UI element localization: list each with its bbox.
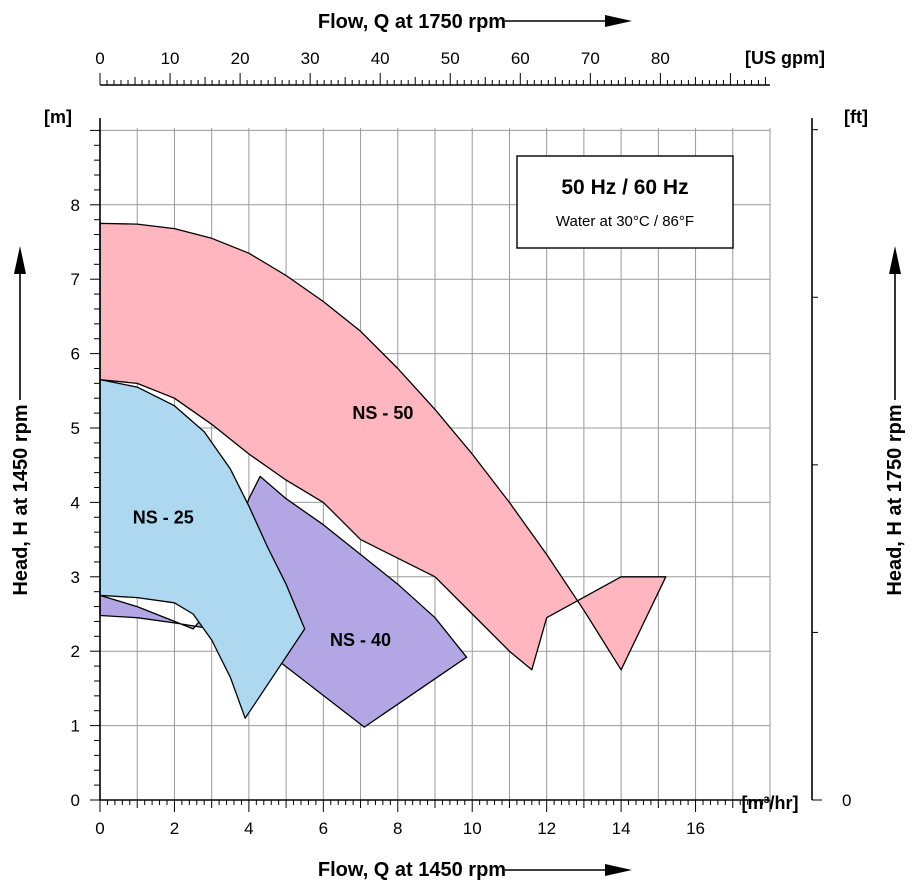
x-tick-label: 4 xyxy=(244,819,253,838)
right-axis-title: Head, H at 1750 rpm xyxy=(884,404,906,595)
left-axis-title: Head, H at 1450 rpm xyxy=(10,404,32,595)
area-ns-50 xyxy=(99,222,667,671)
info-box-title: 50 Hz / 60 Hz xyxy=(561,176,688,199)
area-ns-25 xyxy=(99,378,306,719)
y-tick-label: 7 xyxy=(71,270,80,289)
left-axis-arrow xyxy=(14,246,26,400)
series-labels: NS - 50 NS - 40 NS - 25 xyxy=(133,403,414,650)
x-tick-label: 8 xyxy=(393,819,402,838)
x2-tick-label: 50 xyxy=(441,49,460,68)
series-label: NS - 50 xyxy=(352,403,413,423)
x-tick-label: 12 xyxy=(537,819,556,838)
x-tick-label: 10 xyxy=(463,819,482,838)
y-tick-label: 2 xyxy=(71,642,80,661)
top-axis-arrow xyxy=(505,15,632,27)
top-axis-unit: [US gpm] xyxy=(745,48,825,68)
series-label: NS - 40 xyxy=(330,630,391,650)
y-tick-label: 6 xyxy=(71,345,80,364)
y-tick-label: 1 xyxy=(71,717,80,736)
x2-tick-label: 60 xyxy=(511,49,530,68)
y-tick-label: 5 xyxy=(71,419,80,438)
y2-tick-label: 0 xyxy=(842,791,851,810)
info-box: 50 Hz / 60 Hz Water at 30°C / 86°F xyxy=(516,155,734,249)
x-tick-label: 14 xyxy=(612,819,631,838)
x-tick-label: 2 xyxy=(170,819,179,838)
x2-tick-label: 40 xyxy=(371,49,390,68)
info-box-subtitle: Water at 30°C / 86°F xyxy=(556,213,694,230)
y-tick-label: 3 xyxy=(71,568,80,587)
x2-tick-label: 0 xyxy=(95,49,104,68)
bottom-axis-arrow xyxy=(505,864,632,876)
pump-areas xyxy=(99,222,667,728)
right-axis-unit: [ft] xyxy=(844,107,868,127)
x2-tick-label: 20 xyxy=(231,49,250,68)
x-tick-label: 0 xyxy=(95,819,104,838)
left-axis-unit: [m] xyxy=(44,107,72,127)
series-label: NS - 25 xyxy=(133,507,194,527)
x2-tick-label: 80 xyxy=(651,49,670,68)
top-axis-title: Flow, Q at 1750 rpm xyxy=(318,11,506,33)
ticks xyxy=(90,73,822,812)
y-tick-label: 4 xyxy=(71,493,80,512)
y-tick-label: 8 xyxy=(71,196,80,215)
bottom-axis-title: Flow, Q at 1450 rpm xyxy=(318,859,506,881)
y-tick-label: 0 xyxy=(71,791,80,810)
tick-labels: 0 2 4 6 8 10 12 14 160 10 20 30 40 50 60 70 800123456780… xyxy=(71,49,852,838)
x-tick-label: 16 xyxy=(686,819,705,838)
right-axis-arrow xyxy=(889,246,901,400)
x-tick-label: 6 xyxy=(319,819,328,838)
x2-tick-label: 10 xyxy=(161,49,180,68)
x2-tick-label: 70 xyxy=(581,49,600,68)
x2-tick-label: 30 xyxy=(301,49,320,68)
